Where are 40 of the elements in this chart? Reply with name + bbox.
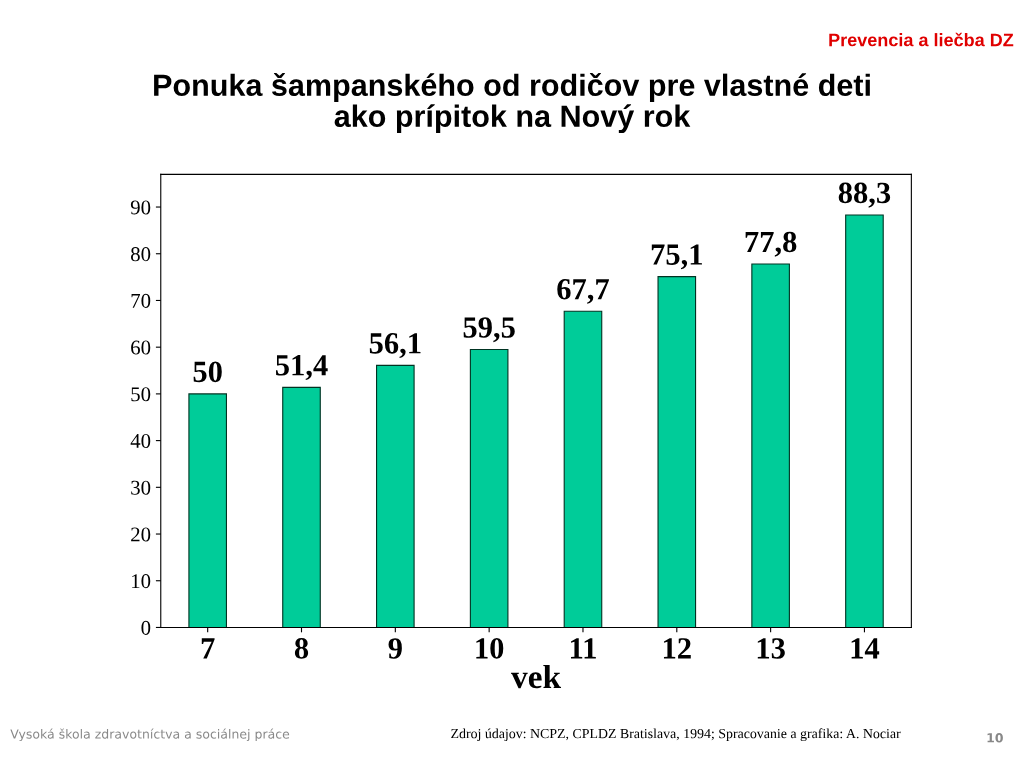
data-label: 77,8 bbox=[745, 231, 797, 257]
y-tick-label: 70 bbox=[131, 293, 151, 308]
text: Zdroj údajov: NCPZ, CPLDZ Bratislava, 1994; Spracovanie a grafika: A. Nociar bbox=[451, 728, 901, 742]
y-tick-label: 60 bbox=[131, 340, 151, 355]
x-axis-title: vek bbox=[511, 664, 562, 689]
data-label: 50 bbox=[193, 361, 222, 383]
y-tick-label: 20 bbox=[131, 527, 151, 542]
data-label: 59,5 bbox=[463, 317, 515, 343]
y-tick-label: 50 bbox=[131, 387, 151, 402]
data-label: 88,3 bbox=[838, 182, 891, 208]
bar bbox=[376, 364, 415, 628]
chart-title: Ponuka šampanského od rodičov pre vlastné deti ako prípitok na Nový rok bbox=[154, 72, 870, 134]
bar bbox=[563, 310, 603, 628]
text: 10 bbox=[987, 733, 1003, 743]
data-label: 75,1 bbox=[651, 244, 702, 270]
bar bbox=[657, 276, 697, 628]
x-tick-label: 8 bbox=[294, 638, 309, 659]
bar bbox=[188, 393, 227, 628]
text: Vysoká škola zdravotníctva a sociálnej práce bbox=[10, 728, 290, 742]
bar bbox=[469, 348, 509, 628]
x-tick-label: 10 bbox=[476, 638, 504, 659]
bar bbox=[282, 386, 321, 628]
y-tick-label: 10 bbox=[132, 574, 151, 589]
y-tick-label: 30 bbox=[131, 480, 151, 495]
x-tick-label: 11 bbox=[570, 638, 596, 659]
x-tick-label: 7 bbox=[201, 638, 215, 659]
y-tick-label: 40 bbox=[130, 433, 151, 449]
x-tick-label: 14 bbox=[851, 638, 880, 659]
data-label: 67,7 bbox=[557, 278, 609, 304]
x-tick-label: 13 bbox=[757, 638, 785, 659]
y-tick-label: 0 bbox=[141, 620, 151, 635]
x-tick-label: 12 bbox=[663, 638, 691, 659]
data-label: 51,4 bbox=[275, 355, 328, 381]
y-tick-label: 80 bbox=[131, 247, 151, 262]
bar bbox=[845, 214, 884, 628]
y-tick-label: 90 bbox=[130, 200, 151, 215]
bar bbox=[751, 263, 790, 628]
data-label: 56,1 bbox=[369, 333, 421, 359]
text: Prevencia a liečba DZ bbox=[829, 32, 1014, 47]
x-tick-label: 9 bbox=[388, 638, 402, 659]
